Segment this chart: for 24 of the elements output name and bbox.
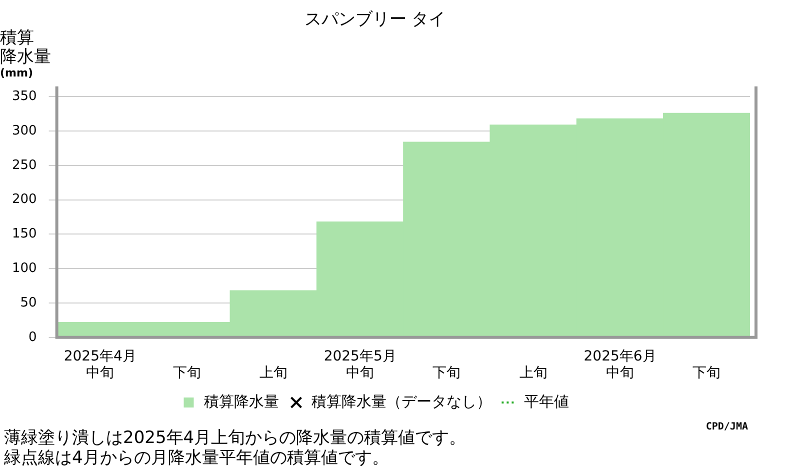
legend-label: 積算降水量（データなし）	[311, 392, 492, 410]
text: 薄緑塗り潰しは2025年4月上旬からの降水量の積算値です。	[4, 428, 466, 448]
y-tick-label: 300	[12, 123, 37, 138]
chart-title: スパンブリー タイ	[304, 10, 446, 30]
legend-label: 平年値	[524, 392, 569, 410]
legend-label: 積算降水量	[204, 392, 279, 410]
x-tick-label: 下旬	[172, 365, 201, 382]
x-tick-label: 下旬	[432, 365, 461, 382]
text: 緑点線は4月からの月降水量平年値の積算値です。	[3, 448, 389, 468]
y-tick-label: 150	[12, 226, 37, 242]
y-tick-label: 100	[12, 261, 37, 276]
x-tick-label: 下旬	[692, 365, 721, 382]
x-tick-label: 上旬	[519, 365, 548, 382]
x-tick-label: 2025年6月中旬	[584, 348, 656, 382]
y-axis-title: 積算降水量(mm)	[0, 28, 51, 80]
x-tick-label: 2025年4月中旬	[64, 348, 136, 382]
x-tick-label: 上旬	[259, 365, 288, 382]
y-tick-label: 200	[12, 192, 37, 208]
y-tick-label: 0	[28, 330, 37, 345]
text: CPD/JMA	[706, 422, 748, 433]
y-tick-label: 250	[12, 158, 37, 173]
y-tick-label: 350	[12, 89, 37, 104]
y-tick-label: 50	[20, 295, 37, 310]
x-tick-label: 2025年5月中旬	[324, 348, 396, 382]
